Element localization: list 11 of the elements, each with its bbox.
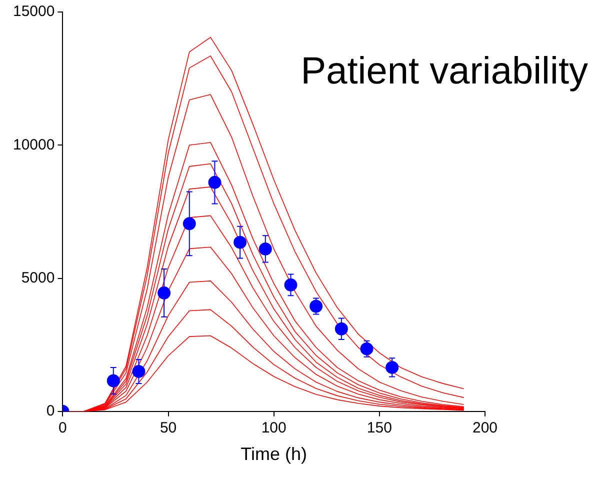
- y-tick-label: 10000: [12, 136, 55, 154]
- x-tick-label: 0: [58, 420, 67, 437]
- annotation: Patient variability: [300, 50, 588, 92]
- x-tick-label: 150: [366, 420, 392, 437]
- x-tick-label: 200: [472, 420, 498, 437]
- x-axis-title: Time (h): [240, 444, 308, 464]
- y-tick-label: 15000: [12, 3, 55, 20]
- y-tick-label: 5000: [21, 269, 55, 286]
- y-tick-label: 0: [46, 402, 55, 420]
- x-tick-label: 50: [160, 420, 177, 437]
- x-tick-label: 100: [261, 420, 286, 437]
